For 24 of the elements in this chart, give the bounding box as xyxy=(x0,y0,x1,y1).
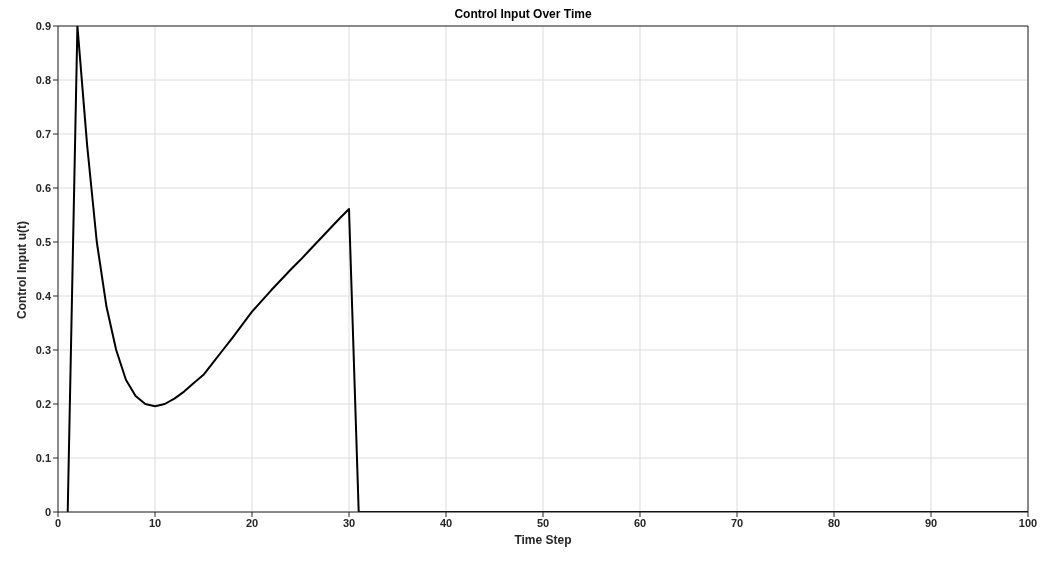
x-tick-label: 60 xyxy=(633,516,647,529)
y-tick-label: 0.1 xyxy=(35,451,51,464)
x-tick-label: 90 xyxy=(924,516,938,529)
x-tick-label: 20 xyxy=(245,516,259,529)
x-tick-label: 10 xyxy=(148,516,162,529)
x-tick-label: 80 xyxy=(827,516,841,529)
y-axis-title: Control Input u(t) xyxy=(15,221,30,319)
y-tick-label: 0.7 xyxy=(35,127,51,140)
y-tick-label: 0.9 xyxy=(35,19,51,32)
y-tick-label: 0 xyxy=(44,505,51,518)
y-tick-label: 0.2 xyxy=(35,397,51,410)
x-tick-label: 100 xyxy=(1018,516,1038,529)
y-tick-label: 0.5 xyxy=(35,235,51,248)
y-tick-label: 0.6 xyxy=(35,181,51,194)
y-tick-label: 0.3 xyxy=(35,343,51,356)
x-tick-label: 70 xyxy=(730,516,744,529)
y-tick-label: 0.4 xyxy=(35,289,52,302)
x-tick-label: 40 xyxy=(439,516,453,529)
y-tick-label: 0.8 xyxy=(35,73,51,86)
x-axis-title: Time Step xyxy=(514,533,572,547)
x-tick-label: 30 xyxy=(342,516,356,529)
x-tick-label: 50 xyxy=(536,516,550,529)
chart-title: Control Input Over Time xyxy=(453,7,593,21)
x-tick-label: 0 xyxy=(54,516,62,529)
